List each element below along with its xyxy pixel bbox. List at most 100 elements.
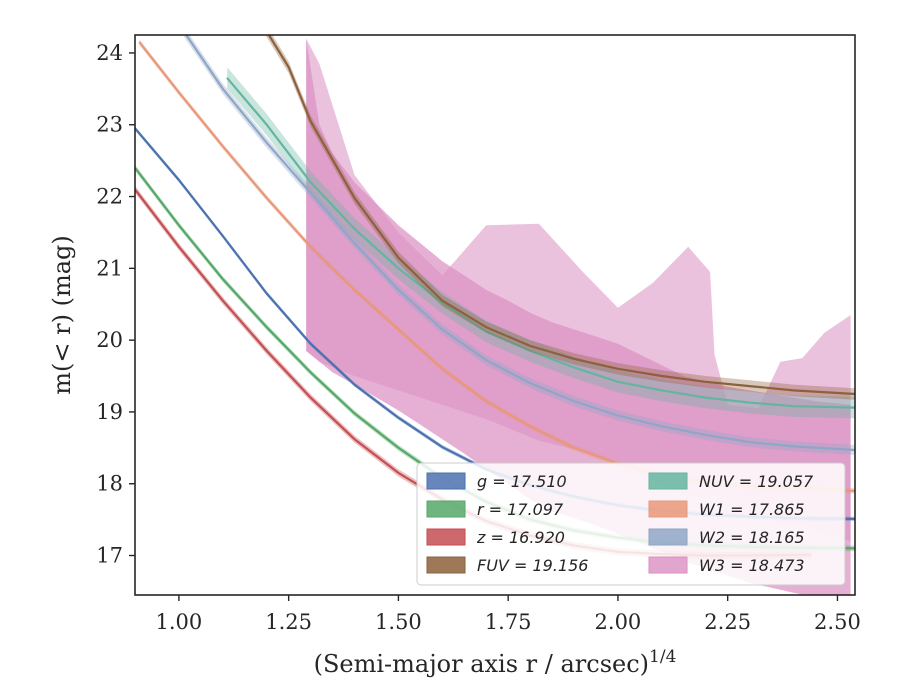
point-w2-9 — [573, 400, 575, 402]
point-fuv-13 — [792, 389, 795, 391]
point-nuv-11 — [705, 397, 707, 399]
legend-swatch-fuv — [426, 556, 466, 574]
point-r-6 — [397, 447, 399, 449]
y-tick-label-3: 20 — [96, 328, 123, 352]
point-g-2 — [222, 235, 224, 237]
point-r-3 — [266, 326, 268, 328]
axis-ticks: 1.00 1.25 1.50 1.75 2.00 2.25 2.50 17 18 19 20 21 22… — [96, 41, 861, 634]
point-r-4 — [310, 371, 312, 373]
legend-swatch-z — [426, 528, 466, 546]
point-nuv-6 — [485, 330, 487, 333]
point-w1-10 — [573, 447, 575, 449]
point-fuv-10 — [661, 375, 663, 377]
x-axis-title-superscript: 1/4 — [649, 647, 676, 667]
point-r-5 — [353, 412, 356, 414]
point-nuv-10 — [661, 389, 663, 391]
point-w2-13 — [749, 441, 751, 443]
legend-swatch-g — [426, 472, 466, 490]
point-w2-7 — [485, 359, 487, 361]
legend-label-nuv: NUV = 19.057 — [699, 472, 814, 491]
point-g-3 — [266, 292, 268, 295]
point-nuv-3 — [353, 228, 356, 230]
legend-label-w1: W1 = 17.865 — [699, 500, 805, 519]
legend-entry-r: r = 17.097 — [426, 500, 564, 519]
legend-label-r: r = 17.097 — [477, 500, 564, 519]
plot-frame — [134, 34, 856, 596]
legend-label-w3: W3 = 18.473 — [699, 556, 805, 575]
y-tick-label-2: 19 — [96, 400, 123, 424]
y-tick-label-7: 24 — [96, 41, 123, 65]
series-w3-band-1 — [306, 38, 851, 542]
point-nuv-7 — [529, 350, 531, 352]
point-fuv-4 — [397, 257, 399, 259]
point-fuv-3 — [353, 197, 356, 199]
legend-entry-w2: W2 = 18.165 — [648, 528, 805, 547]
point-g-4 — [310, 343, 312, 345]
point-w1-3 — [266, 197, 268, 199]
point-fuv-8 — [573, 358, 575, 360]
point-w1-7 — [441, 368, 443, 370]
x-tick-label-4: 2.00 — [595, 610, 642, 634]
legend-entry-nuv: NUV = 19.057 — [648, 472, 814, 491]
x-tick-label-1: 1.25 — [265, 610, 312, 634]
point-nuv-12 — [749, 402, 751, 404]
point-z-3 — [266, 350, 268, 352]
point-nuv-8 — [573, 366, 575, 368]
legend-entry-fuv: FUV = 19.156 — [426, 556, 588, 575]
point-w2-1 — [222, 88, 224, 90]
point-fuv-6 — [485, 326, 487, 328]
x-tick-label-5: 2.25 — [704, 610, 751, 634]
point-nuv-1 — [266, 124, 268, 126]
legend-label-fuv: FUV = 19.156 — [477, 556, 588, 575]
point-nuv-0 — [226, 77, 228, 79]
x-axis-title-main: (Semi-major axis r / arcsec) — [314, 650, 649, 678]
point-fuv-1 — [288, 66, 290, 68]
point-nuv-4 — [397, 267, 399, 269]
legend-entry-w3: W3 = 18.473 — [648, 556, 805, 575]
point-g-5 — [353, 384, 356, 386]
series-w2-line — [184, 35, 855, 452]
x-axis-title: (Semi-major axis r / arcsec)1/4 — [314, 647, 677, 678]
point-z-2 — [222, 300, 224, 302]
legend-swatch-r — [426, 500, 466, 518]
point-w2-3 — [310, 192, 312, 194]
point-fuv-11 — [705, 381, 707, 383]
point-g-1 — [178, 179, 180, 181]
point-w1-0 — [138, 41, 140, 43]
point-w2-6 — [441, 328, 443, 330]
point-w2-4 — [353, 242, 356, 244]
point-w1-6 — [397, 328, 399, 330]
point-nuv-2 — [310, 181, 312, 183]
legend-frame — [416, 462, 846, 586]
x-tick-label-3: 1.75 — [485, 610, 532, 634]
point-w2-14 — [792, 445, 795, 447]
x-tick-label-0: 1.00 — [156, 610, 203, 634]
series-layer — [135, 35, 855, 595]
legend-swatch-w2 — [648, 528, 688, 546]
point-z-5 — [353, 438, 356, 440]
y-axis-title: m(< r) (mag) — [48, 235, 76, 394]
point-w1-4 — [310, 246, 312, 248]
point-nuv-13 — [792, 405, 795, 407]
point-w1-9 — [529, 425, 531, 427]
y-tick-label-4: 21 — [96, 256, 123, 280]
y-tick-label-1: 18 — [96, 472, 123, 496]
x-tick-label-2: 1.50 — [375, 610, 422, 634]
point-z-6 — [397, 472, 399, 474]
point-z-1 — [178, 246, 180, 248]
y-tick-label-6: 23 — [96, 113, 123, 137]
legend-swatch-w1 — [648, 500, 688, 518]
point-w2-10 — [617, 414, 619, 417]
legend-label-z: z = 16.920 — [476, 528, 565, 547]
legend-label-w2: W2 = 18.165 — [699, 528, 805, 547]
point-w2-2 — [266, 142, 268, 144]
point-w2-5 — [397, 289, 399, 291]
point-r-1 — [178, 224, 180, 226]
point-fuv-12 — [749, 385, 751, 387]
legend-entry-g: g = 17.510 — [426, 472, 567, 491]
point-w1-2 — [222, 145, 224, 147]
point-w1-1 — [178, 91, 180, 93]
x-tick-label-6: 2.50 — [814, 610, 861, 634]
point-w1-8 — [485, 400, 487, 402]
